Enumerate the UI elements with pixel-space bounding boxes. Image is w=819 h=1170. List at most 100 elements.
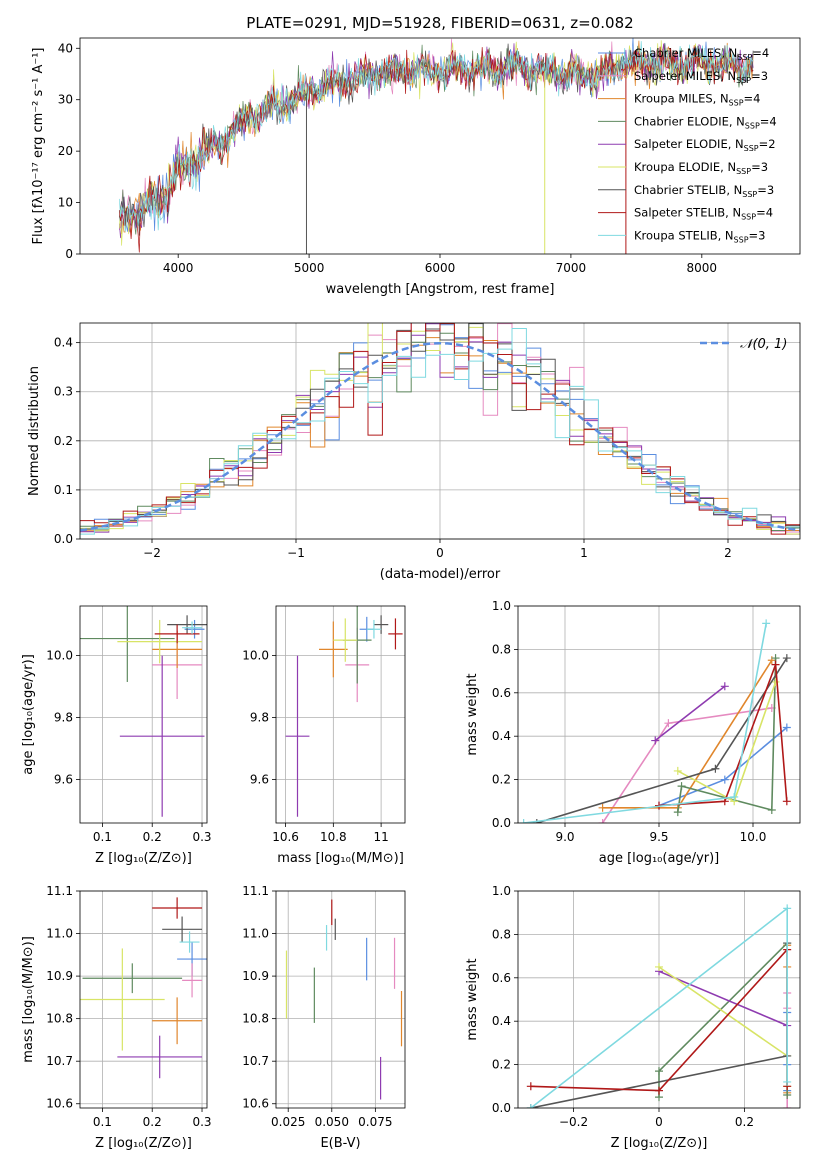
legend-label: Kroupa MILES, NSSP=4 [634, 92, 761, 108]
weight-marker-kroupa_stelib [519, 819, 528, 823]
y-tick-label: 10.6 [242, 1097, 269, 1111]
y-tick-label: 0.4 [492, 1014, 511, 1028]
x-tick-label: 0.3 [192, 1115, 211, 1129]
weight_vs_age-frame [517, 605, 801, 824]
x-axis-label: Z [log₁₀(Z/Z⊙)] [95, 851, 192, 866]
weight-marker-salpeter_stelib [771, 660, 780, 669]
y-tick-label: 10.9 [46, 969, 73, 983]
age_vs_Z-points [80, 606, 207, 817]
y-tick-label: 0.1 [54, 483, 73, 497]
weight_vs_age-lines [519, 619, 791, 823]
y-tick-label: 11.1 [46, 884, 73, 898]
x-tick-label: 5000 [294, 261, 325, 275]
mass_vs_Z-points [80, 897, 207, 1079]
mass_vs_ebv-points [285, 899, 403, 1100]
residual-histograms [80, 323, 800, 539]
weight-line-salpeter_elodie [658, 970, 788, 1027]
weight-marker-chabrier_elodie [673, 808, 682, 817]
y-tick-label: 0.4 [492, 729, 511, 743]
legend-label: Salpeter MILES, NSSP=3 [634, 69, 768, 85]
weight-line-kroupa_stelib [523, 623, 767, 823]
spectrum-legend: Chabrier MILES, NSSP=4 Salpeter MILES, NS… [598, 46, 777, 244]
weight_vs_Z-frame [517, 890, 801, 1109]
y-tick-label: 0.8 [492, 642, 511, 656]
residuals-axes: −2 −1 0 1 2 0.0 0.1 0.2 0.3 0.4 (data-model)/error… [27, 323, 800, 582]
weight-marker-kroupa_miles [598, 803, 607, 812]
age_vs_mass-axes: 10.6 10.8 11 9.6 9.8 10.0 mass [log₁₀(M/M⊙)] [242, 606, 405, 866]
x-axis-label: mass [log₁₀(M/M⊙)] [277, 851, 404, 866]
legend-label: 𝒩(0, 1) [740, 337, 787, 352]
x-tick-label: 0.025 [271, 1115, 305, 1129]
x-tick-label: 0.050 [315, 1115, 349, 1129]
legend-label: Kroupa STELIB, NSSP=3 [634, 228, 766, 244]
weight-line-chabrier_miles [658, 726, 788, 807]
histogram-kroupa_stelib [80, 327, 800, 539]
x-tick-label: 1 [580, 546, 588, 560]
weight-marker-chabrier_elodie [767, 805, 776, 814]
spectrum-frame [79, 37, 801, 255]
weight_vs_Z-axes: −0.2 0 0.2 0.0 0.2 0.4 0.6 0.8 1.0 Z [log₁₀(Z/Z⊙)… [465, 884, 800, 1151]
weight-marker-salpeter_miles [664, 719, 673, 728]
x-tick-label: 7000 [556, 261, 587, 275]
weight-marker-kroupa_stelib [783, 1077, 792, 1086]
y-axis-label: age [log₁₀(age/yr)] [21, 654, 36, 775]
age_vs_mass-points [285, 606, 403, 817]
x-tick-label: 10.0 [740, 830, 767, 844]
weight-marker-chabrier_stelib [532, 819, 541, 823]
y-tick-label: 10.8 [242, 1012, 269, 1026]
mass_vs_ebv-axes: 0.025 0.050 0.075 10.6 10.7 10.8 10.9 11.0 11.1 E… [242, 884, 405, 1151]
y-tick-label: 30 [58, 93, 73, 107]
spectrum-series [118, 38, 754, 254]
x-axis-label: age [log₁₀(age/yr)] [599, 851, 720, 866]
weight-marker-kroupa_elodie [673, 766, 682, 775]
weight-marker-chabrier_elodie [655, 1067, 663, 1076]
y-tick-label: 0.3 [54, 385, 73, 399]
x-tick-label: 0.1 [93, 1115, 112, 1129]
x-tick-label: 0.2 [735, 1115, 754, 1129]
age_vs_Z-frame [79, 605, 208, 824]
y-tick-label: 0.0 [492, 816, 511, 830]
weight_vs_Z-lines [526, 904, 792, 1108]
weight-marker-chabrier_elodie [783, 1090, 792, 1099]
x-axis-label: wavelength [Angstrom, rest frame] [326, 282, 555, 297]
x-tick-label: −2 [143, 546, 161, 560]
x-tick-label: −1 [287, 546, 305, 560]
mass_vs_ebv-frame [275, 890, 406, 1109]
y-tick-label: 10.7 [242, 1054, 269, 1068]
y-tick-label: 10 [58, 196, 73, 210]
y-axis-label: Normed distribution [27, 366, 42, 496]
x-tick-label: 10.6 [272, 830, 299, 844]
mass_vs_Z-axes: 0.1 0.2 0.3 10.6 10.7 10.8 10.9 11.0 11.1 Z [log₁… [21, 884, 212, 1151]
x-tick-label: 0.075 [358, 1115, 392, 1129]
y-tick-label: 0.0 [492, 1101, 511, 1115]
mass_vs_ebv-grid [276, 890, 405, 1108]
x-axis-label: (data-model)/error [380, 567, 501, 582]
y-tick-label: 10.0 [46, 649, 73, 663]
weight-marker-kroupa_miles [767, 656, 776, 665]
weight-marker-salpeter_elodie [651, 736, 660, 745]
y-tick-label: 11.0 [242, 927, 269, 941]
y-tick-label: 10.0 [242, 649, 269, 663]
weight-marker-chabrier_miles [782, 723, 791, 732]
y-tick-label: 11.0 [46, 927, 73, 941]
y-tick-label: 0 [65, 247, 73, 261]
y-tick-label: 0.6 [492, 971, 511, 985]
y-tick-label: 40 [58, 41, 73, 55]
weight-marker-kroupa_stelib [762, 619, 771, 628]
legend-label: Chabrier MILES, NSSP=4 [634, 46, 769, 62]
mass_vs_Z-frame [79, 890, 208, 1109]
y-tick-label: 0.2 [492, 773, 511, 787]
spectrum-line-kroupa_stelib [118, 41, 754, 232]
age_vs_mass-grid [276, 606, 405, 823]
y-tick-label: 1.0 [492, 884, 511, 898]
x-axis-label: Z [log₁₀(Z/Z⊙)] [95, 1136, 192, 1151]
weight-marker-kroupa_elodie [771, 677, 780, 686]
weight-marker-kroupa_elodie [655, 962, 663, 971]
weight-marker-salpeter_miles [783, 1104, 792, 1108]
y-tick-label: 1.0 [492, 599, 511, 613]
y-tick-label: 0.6 [492, 686, 511, 700]
y-tick-label: 10.9 [242, 969, 269, 983]
y-tick-label: 9.6 [250, 773, 269, 787]
x-tick-label: 8000 [687, 261, 718, 275]
